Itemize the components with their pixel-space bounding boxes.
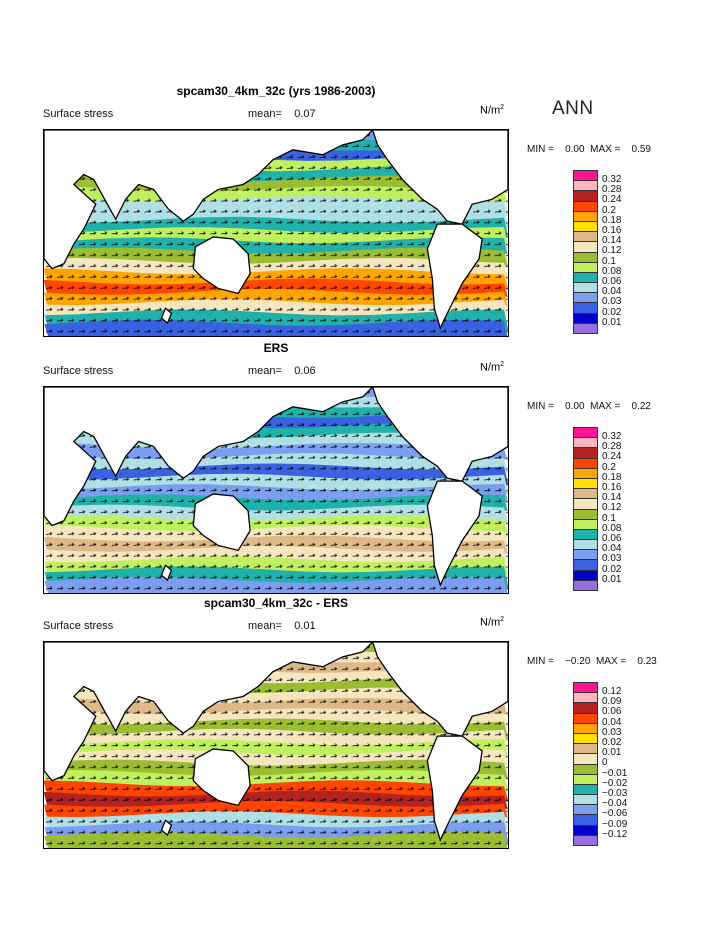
south-america — [426, 735, 483, 842]
colorbar-level-label: 0.04 — [602, 286, 622, 298]
colorbar-level-label: 0.01 — [602, 573, 622, 585]
colorbar-level-label: 0.12 — [602, 502, 622, 514]
new-zealand — [160, 307, 173, 325]
continents — [44, 130, 508, 330]
mean-label: mean= 0.07 — [248, 108, 316, 120]
contour-map — [43, 129, 509, 337]
colorbar-level-label: −0.12 — [602, 828, 628, 840]
contour-map — [43, 386, 509, 594]
colorbar-level-label: 0.04 — [602, 716, 622, 728]
colorbar-level-label: 0.02 — [602, 306, 622, 318]
colorbar-level-label: −0.04 — [602, 798, 628, 810]
colorbar-level-label: 0.06 — [602, 706, 622, 718]
north-america — [371, 642, 508, 737]
colorbar-level-label: 0.18 — [602, 471, 622, 483]
min-max-label: MIN = 0.00 MAX = 0.22 — [527, 401, 651, 412]
colorbar-level-label: 0.01 — [602, 316, 622, 328]
colorbar-level-label: 0.14 — [602, 235, 622, 247]
colorbar-level-label: −0.06 — [602, 808, 628, 820]
colorbar-level-label: 0.2 — [602, 461, 616, 473]
colorbar-level-label: 0.01 — [602, 747, 622, 759]
colorbar-level-label: 0.08 — [602, 265, 622, 277]
new-zealand — [160, 819, 173, 837]
colorbar-level-label: 0.03 — [602, 296, 622, 308]
colorbar-level-label: 0.1 — [602, 255, 616, 267]
colorbar — [573, 682, 598, 846]
colorbar-level-label: 0.02 — [602, 563, 622, 575]
panel-title: spcam30_4km_32c - ERS — [203, 596, 349, 610]
variable-label: Surface stress — [43, 365, 114, 377]
colorbar-level-label: 0.04 — [602, 543, 622, 555]
mean-value: 0.06 — [294, 365, 316, 377]
colorbar-labels: 0.12 0.09 0.06 0.04 0.03 0.02 0.01 0 −0.01 −0.02−… — [602, 686, 628, 840]
colorbar-level-label: −0.09 — [602, 818, 628, 830]
mean-value: 0.07 — [294, 108, 316, 120]
colorbar — [573, 170, 598, 334]
colorbar-level-label: 0.02 — [602, 737, 622, 749]
continents — [44, 642, 508, 842]
contour-map — [43, 641, 509, 849]
colorbar-level-label: 0.28 — [602, 441, 622, 453]
eurasia-africa — [44, 130, 374, 270]
north-america — [371, 130, 508, 225]
colorbar-swatch — [573, 579, 598, 591]
colorbar-level-label: 0.32 — [602, 431, 622, 442]
colorbar-level-label: 0.03 — [602, 553, 622, 565]
colorbar-level-label: 0.1 — [602, 512, 616, 524]
colorbar-level-label: 0.09 — [602, 696, 622, 708]
colorbar — [573, 427, 598, 591]
variable-label: Surface stress — [43, 620, 114, 632]
colorbar-level-label: 0.18 — [602, 214, 622, 226]
units-label: N/m2 — [480, 361, 505, 374]
australia — [192, 236, 251, 295]
min-max-label: MIN = 0.00 MAX = 0.59 — [527, 144, 651, 155]
south-america — [426, 223, 483, 330]
units-label: N/m2 — [480, 616, 505, 629]
australia — [192, 748, 251, 807]
colorbar-level-label: 0.16 — [602, 225, 622, 237]
colorbar-level-label: −0.01 — [602, 767, 628, 779]
colorbar-labels: 0.32 0.28 0.24 0.2 0.18 0.16 0.14 0.12 0.1 0.08 0.… — [602, 431, 622, 585]
units-label: N/m2 — [480, 104, 505, 117]
colorbar-level-label: 0.24 — [602, 194, 622, 206]
colorbar-level-label: 0.24 — [602, 451, 622, 463]
variable-label: Surface stress — [43, 108, 114, 120]
colorbar-labels: 0.32 0.28 0.24 0.2 0.18 0.16 0.14 0.12 0.1 0.08 0.… — [602, 174, 622, 328]
colorbar-level-label: 0.08 — [602, 522, 622, 534]
north-america — [371, 387, 508, 482]
colorbar-level-label: 0.12 — [602, 245, 622, 257]
season-label: ANN — [552, 98, 594, 119]
colorbar-level-label: 0 — [602, 757, 608, 769]
panel-title: ERS — [263, 341, 289, 355]
colorbar-level-label: 0.06 — [602, 533, 622, 545]
mean-label: mean= 0.06 — [248, 365, 316, 377]
colorbar-level-label: 0.16 — [602, 482, 622, 494]
continents — [44, 387, 508, 587]
south-america — [426, 480, 483, 587]
colorbar-level-label: 0.32 — [602, 174, 622, 185]
colorbar-level-label: 0.28 — [602, 184, 622, 196]
colorbar-level-label: −0.02 — [602, 777, 628, 789]
colorbar-swatch — [573, 834, 598, 846]
colorbar-level-label: 0.14 — [602, 492, 622, 504]
panel-title: spcam30_4km_32c (yrs 1986-2003) — [176, 84, 376, 98]
eurasia-africa — [44, 387, 374, 527]
australia — [192, 493, 251, 552]
eurasia-africa — [44, 642, 374, 782]
colorbar-swatch — [573, 322, 598, 334]
colorbar-level-label: 0.03 — [602, 726, 622, 738]
colorbar-level-label: 0.06 — [602, 276, 622, 288]
mean-value: 0.01 — [294, 620, 316, 632]
mean-label: mean= 0.01 — [248, 620, 316, 632]
min-max-label: MIN = −0.20 MAX = 0.23 — [527, 656, 657, 667]
new-zealand — [160, 564, 173, 582]
colorbar-level-label: −0.03 — [602, 788, 628, 800]
colorbar-level-label: 0.12 — [602, 686, 622, 697]
colorbar-level-label: 0.2 — [602, 204, 616, 216]
